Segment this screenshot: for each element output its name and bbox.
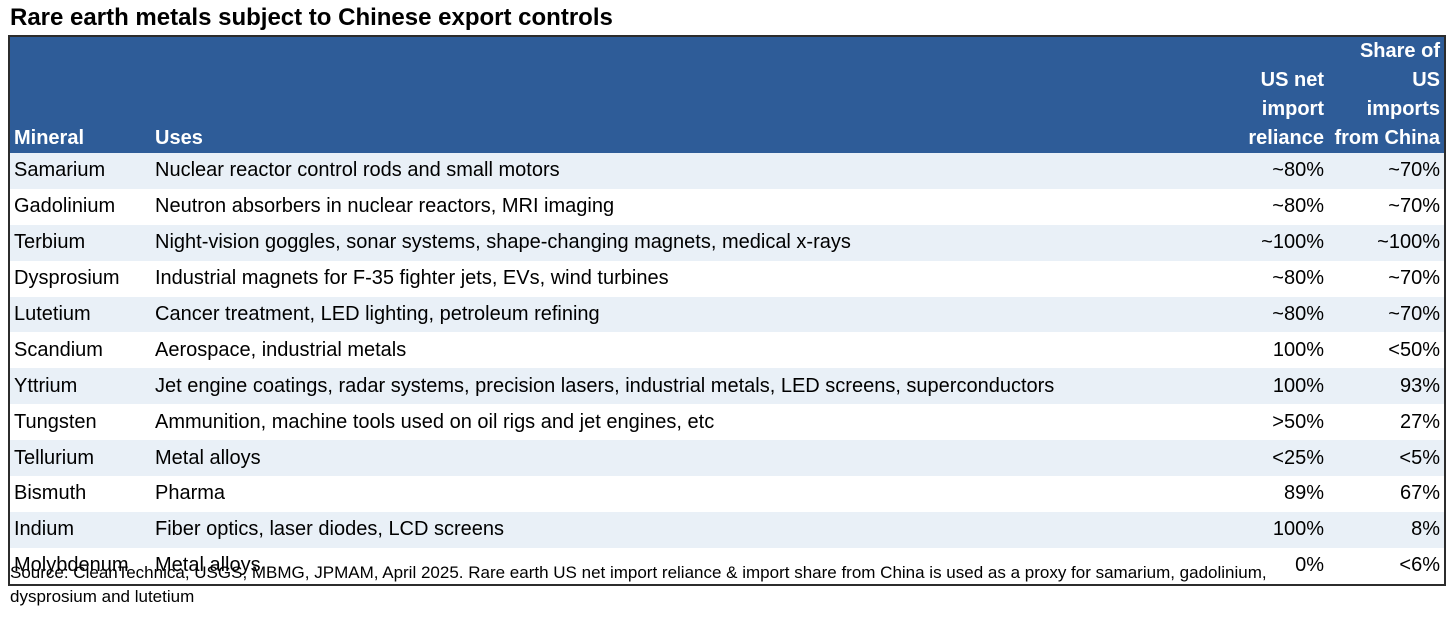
cell-share: ~70% xyxy=(1388,303,1440,325)
cell-uses: Pharma xyxy=(155,482,226,505)
cell-mineral: Molybdenum xyxy=(14,554,129,577)
cell-share: 27% xyxy=(1399,410,1440,433)
cell-mineral: Samarium xyxy=(14,159,106,182)
cell-mineral: Tungsten xyxy=(14,410,97,433)
cell-reliance: 89% xyxy=(1283,482,1324,505)
table-row: Tungsten Ammunition, machine tools used … xyxy=(10,404,1444,441)
cell-share: ~100% xyxy=(1377,231,1440,254)
table-row: Yttrium Jet engine coatings, radar syste… xyxy=(10,368,1444,405)
cell-uses: Aerospace, industrial metals xyxy=(155,338,407,361)
cell-uses: Nuclear reactor control rods and small m… xyxy=(155,159,560,182)
header-mineral: Mineral xyxy=(14,127,85,149)
cell-reliance: 0% xyxy=(1295,554,1324,577)
cell-share: 93% xyxy=(1399,374,1440,397)
header-import-reliance: US net import reliance xyxy=(1225,37,1328,153)
cell-uses: Industrial magnets for F-35 fighter jets… xyxy=(155,267,669,290)
table-row: Dysprosium Industrial magnets for F-35 f… xyxy=(10,260,1444,297)
header-uses: Uses xyxy=(155,127,203,149)
cell-share: <50% xyxy=(1388,338,1440,361)
table-row: Bismuth Pharma 89% 67% xyxy=(10,476,1444,512)
cell-reliance: ~80% xyxy=(1272,303,1324,325)
source-line: dysprosium and lutetium xyxy=(10,587,195,606)
cell-share: <6% xyxy=(1399,554,1440,577)
cell-mineral: Indium xyxy=(14,518,75,541)
cell-reliance: ~80% xyxy=(1272,159,1324,182)
cell-uses: Neutron absorbers in nuclear reactors, M… xyxy=(155,195,615,218)
cell-reliance: ~80% xyxy=(1272,267,1324,290)
table-row: Gadolinium Neutron absorbers in nuclear … xyxy=(10,188,1444,225)
header-share-china: Share of US imports from China xyxy=(1328,37,1444,153)
cell-reliance: 100% xyxy=(1272,338,1324,361)
cell-mineral: Tellurium xyxy=(14,446,95,469)
cell-share: ~70% xyxy=(1388,267,1440,290)
cell-uses: Cancer treatment, LED lighting, petroleu… xyxy=(155,303,600,325)
header-reliance-line: import xyxy=(1261,98,1324,120)
header-share-line: Share of US xyxy=(1359,40,1440,91)
header-reliance-line: US net xyxy=(1260,69,1324,91)
cell-share: <5% xyxy=(1399,446,1440,469)
table-row: Indium Fiber optics, laser diodes, LCD s… xyxy=(10,511,1444,548)
cell-uses: Metal alloys xyxy=(155,446,261,469)
page-title: Rare earth metals subject to Chinese exp… xyxy=(10,4,613,31)
cell-mineral: Dysprosium xyxy=(14,267,120,290)
cell-reliance: <25% xyxy=(1272,446,1324,469)
table-row: Tellurium Metal alloys <25% <5% xyxy=(10,440,1444,477)
cell-mineral: Lutetium xyxy=(14,303,91,325)
cell-mineral: Scandium xyxy=(14,338,103,361)
cell-uses: Ammunition, machine tools used on oil ri… xyxy=(155,410,715,433)
table-row: Terbium Night-vision goggles, sonar syst… xyxy=(10,224,1444,261)
cell-reliance: ~80% xyxy=(1272,195,1324,218)
header-share-line: from China xyxy=(1334,127,1440,149)
cell-reliance: >50% xyxy=(1272,410,1324,433)
cell-share: 67% xyxy=(1399,482,1440,505)
table-row: Scandium Aerospace, industrial metals 10… xyxy=(10,332,1444,369)
cell-reliance: ~100% xyxy=(1261,231,1324,254)
cell-mineral: Terbium xyxy=(14,231,86,254)
cell-mineral: Gadolinium xyxy=(14,195,116,218)
table-row: Samarium Nuclear reactor control rods an… xyxy=(10,153,1444,189)
cell-uses: Night-vision goggles, sonar systems, sha… xyxy=(155,231,851,254)
minerals-table: Mineral Uses US net import reliance Shar… xyxy=(8,35,1446,586)
header-reliance-line: reliance xyxy=(1248,127,1324,149)
cell-mineral: Bismuth xyxy=(14,482,87,505)
cell-mineral: Yttrium xyxy=(14,374,78,397)
source-note: Source: CleanTechnica, USGS, MBMG, JPMAM… xyxy=(10,561,1450,609)
cell-uses: Metal alloys xyxy=(155,554,261,577)
cell-share: 8% xyxy=(1411,518,1440,541)
cell-reliance: 100% xyxy=(1272,518,1324,541)
table-row: Molybdenum Metal alloys 0% <6% xyxy=(10,547,1444,584)
table-row: Lutetium Cancer treatment, LED lighting,… xyxy=(10,296,1444,333)
source-line: Source: CleanTechnica, USGS, MBMG, JPMAM… xyxy=(10,563,1267,582)
cell-reliance: 100% xyxy=(1272,374,1324,397)
cell-share: ~70% xyxy=(1388,159,1440,182)
table-header-row: Mineral Uses US net import reliance Shar… xyxy=(10,37,1444,153)
cell-uses: Jet engine coatings, radar systems, prec… xyxy=(155,374,1055,397)
header-share-line: imports xyxy=(1366,98,1440,120)
cell-share: ~70% xyxy=(1388,195,1440,218)
cell-uses: Fiber optics, laser diodes, LCD screens xyxy=(155,518,505,541)
